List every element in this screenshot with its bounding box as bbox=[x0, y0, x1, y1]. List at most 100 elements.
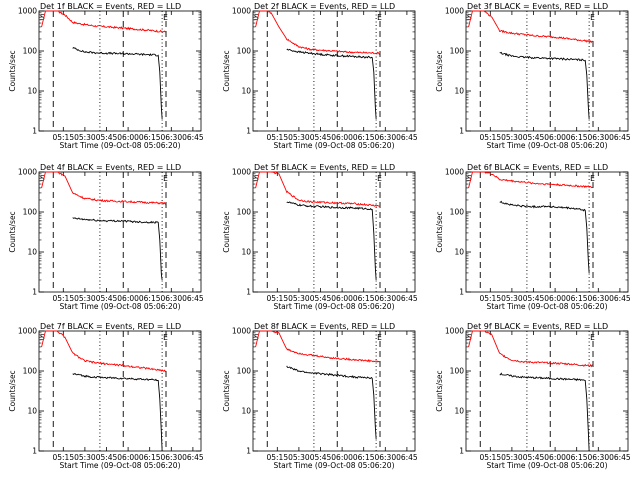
x-tick-label: 06:45 bbox=[609, 453, 631, 462]
y-tick-label: 1000 bbox=[445, 7, 464, 16]
x-tick-label: 05:30 bbox=[288, 133, 310, 142]
y-tick-label: 1 bbox=[459, 127, 464, 136]
x-tick-label: 05:45 bbox=[310, 294, 332, 303]
y-tick-label: 1000 bbox=[232, 7, 251, 16]
y-tick-label: 10 bbox=[27, 407, 37, 416]
x-tick-label: 05:45 bbox=[310, 133, 332, 142]
plot-frame bbox=[38, 330, 202, 452]
marker-label: S bbox=[40, 174, 45, 183]
x-axis-label: Start Time (09-Oct-08 05:06:20) bbox=[59, 461, 180, 470]
panel-8: Det 8f BLACK = Events, RED = LLD 1 10 100 10… bbox=[222, 322, 418, 470]
x-tick-label: 06:30 bbox=[374, 294, 396, 303]
y-tick-label: 1 bbox=[32, 127, 37, 136]
x-tick-label: 06:00 bbox=[544, 453, 566, 462]
x-axis-label: Start Time (09-Oct-08 05:06:20) bbox=[273, 141, 394, 150]
y-tick-label: 10 bbox=[241, 407, 251, 416]
x-tick-label: 05:15 bbox=[266, 453, 288, 462]
x-tick-label: 06:45 bbox=[182, 294, 204, 303]
y-tick-label: 1 bbox=[246, 447, 251, 456]
series-events-line bbox=[72, 47, 163, 119]
panel-title: Det 7f BLACK = Events, RED = LLD bbox=[40, 322, 181, 331]
x-tick-label: 05:30 bbox=[501, 294, 523, 303]
x-tick-label: 05:15 bbox=[52, 294, 74, 303]
series-events-line bbox=[286, 48, 377, 119]
y-tick-label: 1 bbox=[459, 447, 464, 456]
x-axis-label: Start Time (09-Oct-08 05:06:20) bbox=[273, 302, 394, 311]
x-axis-label: Start Time (09-Oct-08 05:06:20) bbox=[273, 461, 394, 470]
y-tick-label: 10 bbox=[241, 248, 251, 257]
x-tick-label: 06:15 bbox=[566, 453, 588, 462]
series-lld-line bbox=[41, 10, 167, 33]
y-tick-label: 100 bbox=[23, 47, 38, 56]
marker-label: E bbox=[377, 13, 382, 22]
x-axis-label: Start Time (09-Oct-08 05:06:20) bbox=[59, 141, 180, 150]
x-tick-label: 05:30 bbox=[288, 453, 310, 462]
x-axis-label: Start Time (09-Oct-08 05:06:20) bbox=[59, 302, 180, 311]
x-tick-label: 06:45 bbox=[609, 133, 631, 142]
x-tick-label: 06:30 bbox=[160, 133, 182, 142]
panel-6: Det 6f BLACK = Events, RED = LLD 1 10 100 10… bbox=[435, 163, 631, 311]
panel-title: Det 6f BLACK = Events, RED = LLD bbox=[467, 163, 608, 172]
x-tick-label: 05:15 bbox=[479, 294, 501, 303]
x-tick-label: 05:45 bbox=[523, 294, 545, 303]
x-tick-label: 06:00 bbox=[544, 133, 566, 142]
y-tick-label: 1 bbox=[32, 288, 37, 297]
panel-title: Det 5f BLACK = Events, RED = LLD bbox=[254, 163, 395, 172]
marker-label: E bbox=[377, 333, 382, 342]
x-tick-label: 05:30 bbox=[501, 133, 523, 142]
y-tick-label: 10 bbox=[454, 248, 464, 257]
x-tick-label: 06:00 bbox=[331, 453, 353, 462]
y-tick-label: 10 bbox=[27, 87, 37, 96]
marker-label: E bbox=[163, 174, 168, 183]
plot-frame bbox=[38, 171, 202, 293]
panel-7: Det 7f BLACK = Events, RED = LLD 1 10 100 10… bbox=[8, 322, 204, 470]
x-tick-label: 06:00 bbox=[331, 294, 353, 303]
x-tick-label: 05:30 bbox=[74, 294, 96, 303]
marker-label: S bbox=[40, 13, 45, 22]
x-tick-label: 05:45 bbox=[96, 294, 118, 303]
x-tick-label: 05:15 bbox=[52, 133, 74, 142]
x-tick-label: 05:30 bbox=[74, 453, 96, 462]
x-tick-label: 06:45 bbox=[182, 453, 204, 462]
plot-frame bbox=[465, 171, 629, 293]
y-tick-label: 10 bbox=[241, 87, 251, 96]
panel-title: Det 8f BLACK = Events, RED = LLD bbox=[254, 322, 395, 331]
panel-9: Det 9f BLACK = Events, RED = LLD 1 10 100 10… bbox=[435, 322, 631, 470]
y-tick-label: 1000 bbox=[445, 168, 464, 177]
x-tick-label: 06:30 bbox=[374, 453, 396, 462]
series-lld-line bbox=[468, 10, 594, 44]
marker-label: S bbox=[467, 13, 472, 22]
panel-5: Det 5f BLACK = Events, RED = LLD 1 10 100 10… bbox=[222, 163, 418, 311]
x-tick-label: 05:30 bbox=[501, 453, 523, 462]
x-tick-label: 05:30 bbox=[288, 294, 310, 303]
marker-label: E bbox=[163, 13, 168, 22]
y-axis-label: Counts/sec bbox=[435, 50, 444, 91]
marker-label: E bbox=[377, 174, 382, 183]
x-tick-label: 05:30 bbox=[74, 133, 96, 142]
plot-frame bbox=[252, 171, 416, 293]
marker-label: E bbox=[163, 333, 168, 342]
series-lld-line bbox=[255, 10, 381, 55]
x-tick-label: 06:30 bbox=[587, 294, 609, 303]
panel-2: Det 2f BLACK = Events, RED = LLD 1 10 100 10… bbox=[222, 2, 418, 150]
x-tick-label: 06:00 bbox=[117, 294, 139, 303]
y-axis-label: Counts/sec bbox=[8, 370, 17, 411]
y-tick-label: 100 bbox=[237, 208, 252, 217]
x-tick-label: 06:30 bbox=[587, 453, 609, 462]
x-axis-label: Start Time (09-Oct-08 05:06:20) bbox=[486, 141, 607, 150]
y-tick-label: 100 bbox=[450, 208, 465, 217]
series-lld-line bbox=[468, 330, 594, 368]
x-axis-label: Start Time (09-Oct-08 05:06:20) bbox=[486, 461, 607, 470]
x-tick-label: 05:45 bbox=[96, 133, 118, 142]
series-lld-line bbox=[255, 171, 381, 207]
y-tick-label: 1 bbox=[246, 127, 251, 136]
panel-title: Det 3f BLACK = Events, RED = LLD bbox=[467, 2, 608, 11]
x-tick-label: 06:45 bbox=[396, 133, 418, 142]
x-tick-label: 06:15 bbox=[139, 133, 161, 142]
x-tick-label: 05:15 bbox=[266, 133, 288, 142]
plot-frame bbox=[252, 330, 416, 452]
x-tick-label: 06:15 bbox=[353, 294, 375, 303]
series-events-line bbox=[499, 372, 590, 452]
y-tick-label: 1 bbox=[32, 447, 37, 456]
y-tick-label: 10 bbox=[454, 87, 464, 96]
